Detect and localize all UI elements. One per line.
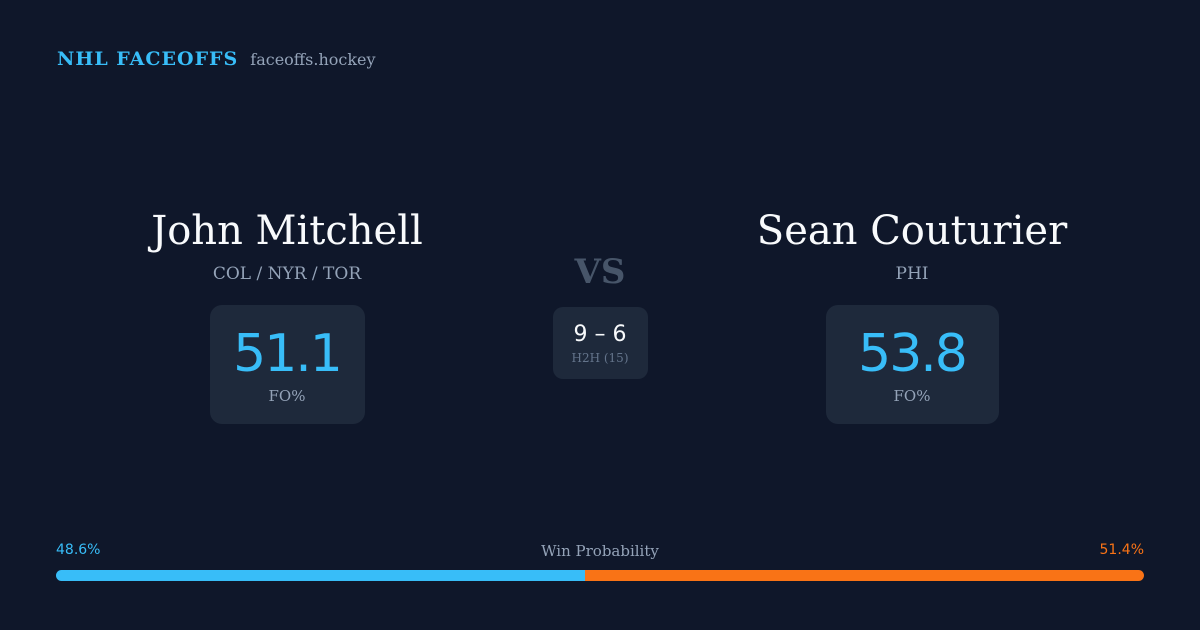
- h2h-label: H2H (15): [571, 351, 629, 365]
- player-left-fo-card: 51.1 FO%: [209, 305, 365, 424]
- matchup-center: VS 9 – 6 H2H (15): [500, 252, 700, 379]
- win-probability-left-label: 48.6%: [56, 542, 101, 558]
- player-left-teams: COL / NYR / TOR: [212, 264, 362, 284]
- win-probability: 48.6% Win Probability 51.4%: [56, 542, 1144, 581]
- win-probability-right-label: 51.4%: [1099, 542, 1144, 558]
- win-probability-title: Win Probability: [541, 542, 659, 560]
- player-right-fo-value: 53.8: [858, 323, 968, 384]
- player-left: John Mitchell COL / NYR / TOR 51.1 FO%: [87, 205, 487, 424]
- win-probability-right-fill: [584, 570, 1144, 581]
- player-right-fo-card: 53.8 FO%: [825, 305, 999, 424]
- player-right-teams: PHI: [895, 264, 929, 284]
- win-probability-left-fill: [56, 570, 585, 581]
- vs-label: VS: [574, 252, 626, 292]
- player-right-name: Sean Couturier: [756, 208, 1068, 254]
- win-probability-labels: 48.6% Win Probability 51.4%: [56, 542, 1144, 564]
- h2h-score: 9 – 6: [573, 322, 627, 347]
- brand-title: NHL FACEOFFS: [57, 48, 239, 70]
- player-right: Sean Couturier PHI 53.8 FO%: [712, 205, 1112, 424]
- player-right-fo-label: FO%: [893, 386, 931, 405]
- player-left-fo-label: FO%: [268, 386, 306, 405]
- player-left-fo-value: 51.1: [233, 323, 343, 384]
- h2h-card: 9 – 6 H2H (15): [552, 307, 648, 379]
- brand-domain: faceoffs.hockey: [250, 50, 376, 69]
- brand-header: NHL FACEOFFS faceoffs.hockey: [57, 48, 376, 74]
- win-probability-bar: [56, 570, 1144, 581]
- player-left-name: John Mitchell: [151, 208, 423, 254]
